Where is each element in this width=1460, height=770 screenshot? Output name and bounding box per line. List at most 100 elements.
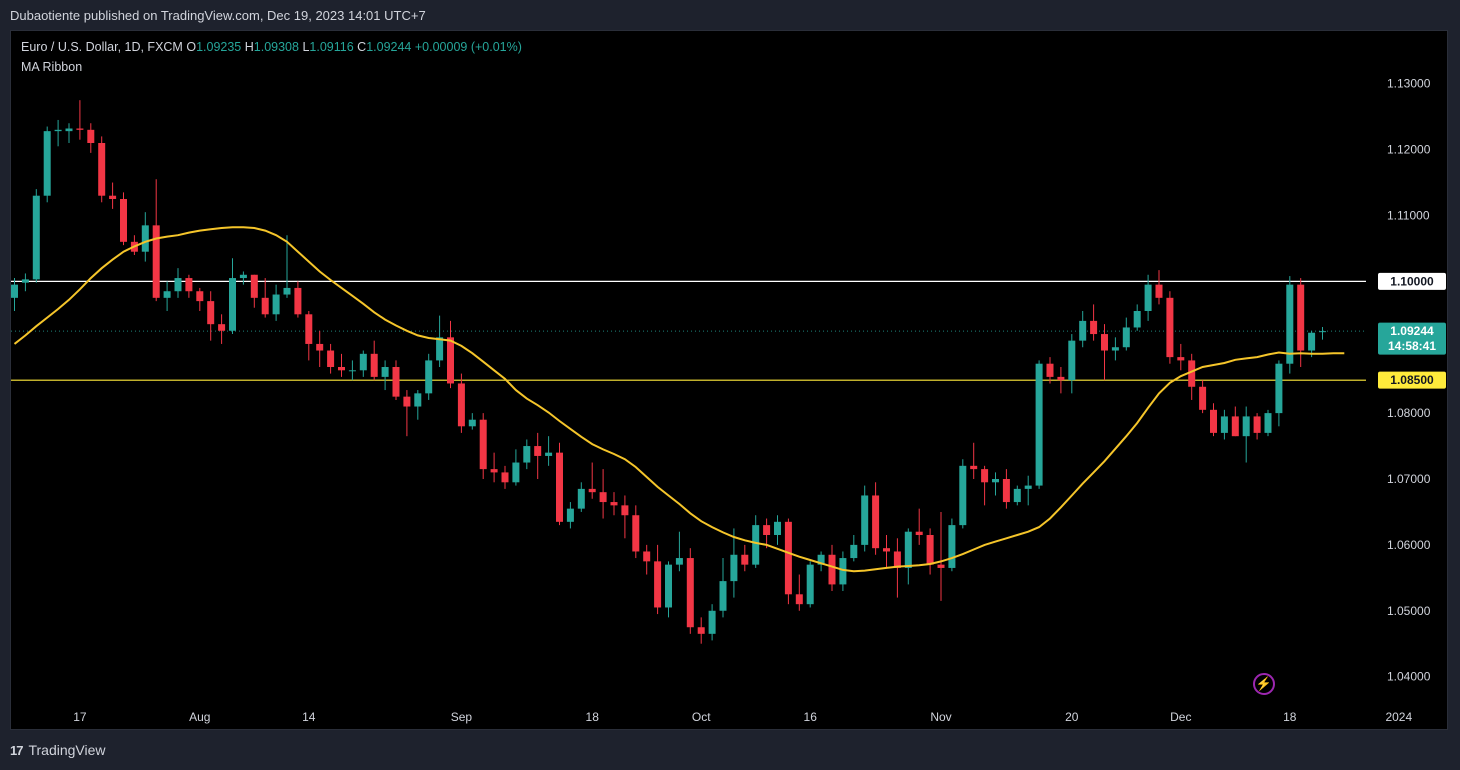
candle-body [152, 225, 160, 298]
time-tick-label: 2024 [1385, 710, 1412, 724]
candle-body [719, 581, 727, 611]
last-price-label-countdown: 14:58:41 [1388, 339, 1436, 353]
candle-body [174, 278, 182, 292]
candle-body [872, 495, 880, 549]
candle-body [1079, 320, 1087, 341]
candle-body [948, 525, 956, 568]
time-tick-label: 18 [586, 710, 600, 724]
candle-body [163, 291, 171, 298]
time-tick-label: 16 [804, 710, 818, 724]
candle-body [566, 508, 574, 522]
candle-body [632, 515, 640, 552]
candle-body [959, 465, 967, 526]
candle-body [229, 278, 236, 331]
publisher-line: Dubaotiente published on TradingView.com… [10, 8, 426, 23]
time-tick-label: Aug [189, 710, 210, 724]
candle-body [730, 554, 738, 582]
candle-body [752, 525, 760, 565]
candle-body [523, 446, 531, 463]
candle-body [98, 143, 106, 196]
candle-body [534, 446, 542, 456]
candle-body [763, 525, 771, 535]
candle-body [425, 360, 433, 394]
candle-body [207, 301, 215, 325]
candle-body [643, 551, 651, 562]
time-tick-label: 17 [73, 710, 87, 724]
candle-body [1101, 334, 1108, 351]
lightning-icon[interactable]: ⚡ [1253, 673, 1275, 695]
price-tick-label: 1.12000 [1387, 143, 1431, 157]
candle-body [741, 554, 749, 565]
footer-brand[interactable]: 17 TradingView [10, 742, 106, 758]
candle-body [1057, 376, 1065, 381]
candlestick-chart[interactable]: 1.13000 1.12000 1.11000 1.08000 1.07000 1.060… [11, 31, 1448, 730]
candle-body [348, 370, 356, 372]
candle-body [1166, 297, 1174, 358]
candle-body [1253, 416, 1261, 433]
price-tick-label: 1.05000 [1387, 604, 1431, 618]
tradingview-logo-icon: 17 [10, 742, 24, 758]
brand-name: TradingView [28, 742, 106, 758]
candle-body [621, 505, 629, 516]
candle-body [218, 324, 226, 331]
candle-body [447, 337, 454, 384]
time-tick-label: Sep [451, 710, 473, 724]
candle-body [1319, 331, 1326, 333]
candle-body [1133, 311, 1141, 328]
candle-body [904, 531, 912, 568]
time-tick-label: 20 [1065, 710, 1079, 724]
candle-body [1122, 327, 1130, 348]
candle-body [294, 287, 302, 315]
symbol-legend: Euro / U.S. Dollar, 1D, FXCM O1.09235 H1… [21, 40, 522, 54]
candle-body [87, 129, 95, 143]
candle-body [817, 554, 825, 565]
legend-open: 1.09235 [196, 40, 242, 54]
candle-body [272, 294, 280, 315]
candle-body [43, 131, 51, 196]
candle-body [21, 279, 29, 283]
candle-body [32, 195, 40, 280]
candle-body [196, 291, 204, 302]
indicator-legend[interactable]: MA Ribbon [21, 60, 83, 74]
candle-body [327, 350, 335, 367]
candle-body [1297, 284, 1305, 351]
candle-body [65, 128, 73, 132]
candle-body [545, 452, 553, 456]
candle-body [359, 353, 367, 371]
candle-body [708, 610, 716, 634]
candle-body [381, 367, 389, 377]
candle-body [1144, 284, 1152, 311]
candle-body [893, 551, 901, 568]
candle-body [1046, 363, 1054, 377]
candle-body [1308, 332, 1316, 351]
price-tick-label: 1.06000 [1387, 538, 1431, 552]
price-tick-label: 1.04000 [1387, 670, 1431, 684]
candle-body [1002, 479, 1010, 503]
candle-body [577, 488, 585, 509]
candle-body [1188, 360, 1196, 387]
candle-body [1199, 386, 1207, 410]
candle-body [675, 558, 683, 565]
candle-body [1068, 340, 1076, 381]
candle-body [937, 564, 945, 568]
candle-body [76, 128, 84, 130]
candle-body [370, 353, 378, 377]
candle-body [11, 284, 18, 298]
candle-body [468, 419, 476, 427]
price-tick-label: 1.13000 [1387, 77, 1431, 91]
candle-body [479, 419, 487, 470]
candle-body [141, 225, 149, 252]
last-price-label: 1.09244 [1390, 324, 1434, 338]
candle-body [926, 535, 934, 565]
level-label-1-08500: 1.08500 [1390, 373, 1434, 387]
candle-body [414, 393, 422, 407]
time-tick-label: Nov [930, 710, 951, 724]
chart-pane[interactable]: 1.13000 1.12000 1.11000 1.08000 1.07000 1.060… [10, 30, 1448, 730]
last-price-label-box [1378, 322, 1446, 355]
time-tick-label: 18 [1283, 710, 1297, 724]
legend-low: 1.09116 [309, 40, 354, 54]
candle-body [305, 314, 313, 344]
candle-body [1111, 347, 1119, 351]
legend-symbol: Euro / U.S. Dollar, 1D, FXCM [21, 40, 183, 54]
candle-body [850, 544, 858, 559]
